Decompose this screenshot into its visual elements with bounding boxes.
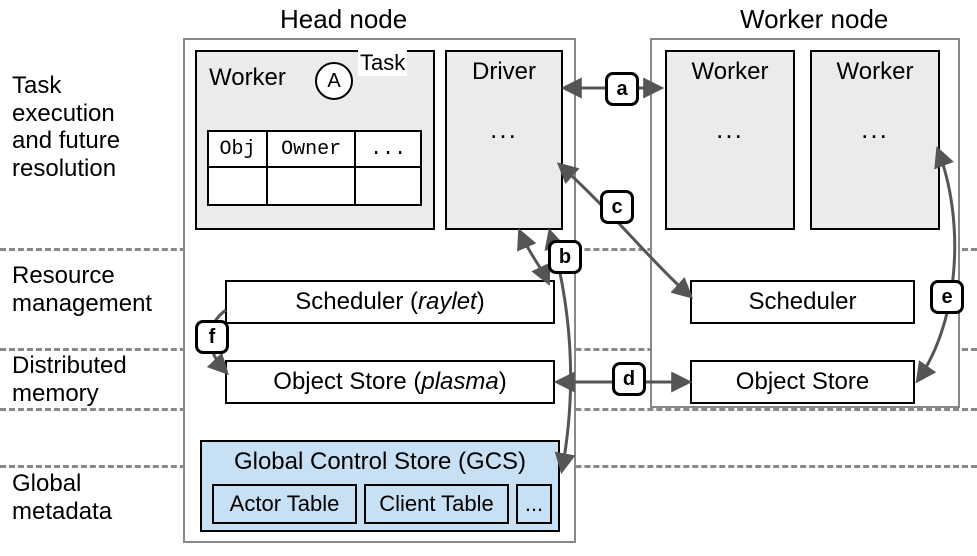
wn-worker-2-dots: ... — [861, 114, 889, 145]
gcs-client-table: Client Table — [364, 484, 509, 524]
gcs-more: ... — [516, 484, 552, 524]
row-label-global: Global metadata — [0, 470, 180, 525]
ownership-table: Obj Owner ... — [207, 130, 422, 206]
table-header-owner: Owner — [268, 132, 356, 168]
table-header-obj: Obj — [209, 132, 268, 168]
wn-worker-1: Worker ... — [665, 50, 795, 230]
wn-scheduler: Scheduler — [690, 280, 915, 324]
head-worker-label: Worker — [209, 64, 286, 92]
gcs-title: Global Control Store (GCS) — [202, 448, 558, 476]
driver-panel: Driver ... — [445, 50, 563, 230]
conn-d: d — [612, 362, 646, 396]
wn-worker-1-dots: ... — [716, 114, 744, 145]
gcs-box: Global Control Store (GCS) Actor Table C… — [200, 440, 560, 532]
driver-label: Driver — [472, 58, 536, 86]
wn-worker-2: Worker ... — [810, 50, 940, 230]
table-row — [209, 168, 420, 204]
architecture-diagram: Task execution and future resolution Res… — [0, 0, 977, 556]
driver-dots: ... — [490, 114, 518, 145]
task-badge-label: Task — [358, 50, 407, 76]
conn-f: f — [195, 320, 229, 354]
worker-node-title: Worker node — [740, 4, 888, 35]
head-scheduler: Scheduler (raylet) — [225, 280, 555, 324]
conn-e: e — [930, 280, 964, 314]
conn-b: b — [548, 240, 582, 274]
table-header-more: ... — [356, 132, 420, 168]
wn-worker-2-label: Worker — [837, 58, 914, 86]
table-row: Obj Owner ... — [209, 132, 420, 168]
wn-worker-1-label: Worker — [692, 58, 769, 86]
row-label-resource: Resource management — [0, 262, 180, 317]
gcs-actor-table: Actor Table — [212, 484, 357, 524]
conn-c: c — [600, 190, 634, 224]
row-label-memory: Distributed memory — [0, 352, 180, 407]
wn-objectstore: Object Store — [690, 360, 915, 404]
row-label-tasks: Task execution and future resolution — [0, 72, 160, 182]
head-node-title: Head node — [280, 4, 407, 35]
conn-a: a — [605, 72, 639, 106]
head-objectstore: Object Store (plasma) — [225, 360, 555, 404]
task-badge: A — [315, 62, 353, 100]
